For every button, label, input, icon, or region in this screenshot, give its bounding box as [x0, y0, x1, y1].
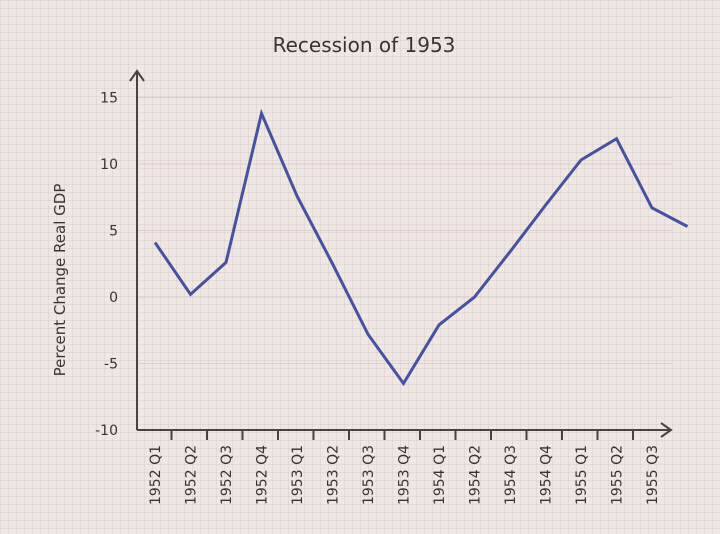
series-group [153, 108, 689, 387]
y-tick-label: 5 [109, 224, 118, 240]
x-tick-label: 1954 Q3 [503, 445, 519, 505]
x-tick-label: 1952 Q3 [219, 445, 235, 505]
x-tick-label: 1954 Q1 [432, 445, 448, 505]
x-tick-label: 1953 Q1 [290, 445, 306, 505]
x-tick-label: 1952 Q1 [148, 445, 164, 505]
x-tick-label: 1952 Q4 [255, 445, 271, 505]
chart-title: Recession of 1953 [273, 33, 456, 57]
y-axis-arrow [129, 69, 145, 82]
x-tick-label: 1953 Q4 [397, 445, 413, 505]
gridlines [137, 97, 672, 364]
x-tick-label: 1955 Q2 [610, 445, 626, 505]
y-tick-label: -10 [95, 423, 118, 439]
x-tick-label: 1952 Q2 [184, 445, 200, 505]
x-axis-arrow [660, 422, 673, 438]
y-tick-label: 10 [100, 157, 118, 173]
x-tick-label: 1955 Q1 [574, 445, 590, 505]
x-tick-label: 1953 Q3 [361, 445, 377, 505]
series-line [153, 108, 689, 387]
x-tick-label: 1955 Q3 [645, 445, 661, 505]
x-tick-label: 1954 Q4 [539, 445, 555, 505]
ticks: 15 10 5 0 -5 -10 1952 Q1 1952 Q2 1952 Q3 1952 Q4 1… [95, 91, 661, 506]
x-tick-label: 1954 Q2 [468, 445, 484, 505]
y-tick-label: 0 [109, 290, 118, 306]
x-tick-label: 1953 Q2 [326, 445, 342, 505]
axes [129, 69, 673, 438]
y-axis-label: Percent Change Real GDP [51, 184, 69, 377]
y-tick-label: 15 [100, 91, 118, 107]
y-tick-label: -5 [104, 357, 118, 373]
